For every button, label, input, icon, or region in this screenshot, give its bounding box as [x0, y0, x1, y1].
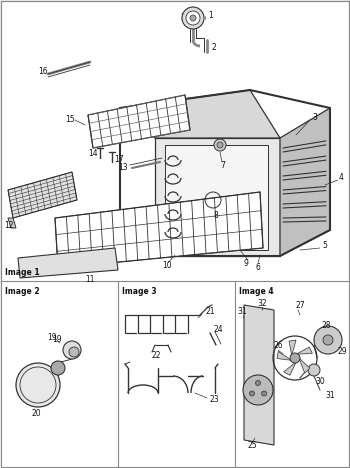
Text: 9: 9	[244, 258, 249, 268]
Polygon shape	[284, 362, 296, 375]
Text: 15: 15	[65, 115, 75, 124]
Polygon shape	[8, 172, 77, 218]
Circle shape	[182, 7, 204, 29]
Circle shape	[69, 347, 79, 357]
Text: 30: 30	[315, 376, 325, 386]
Text: 20: 20	[32, 409, 42, 417]
Text: 23: 23	[210, 395, 220, 404]
Text: 26: 26	[274, 342, 284, 351]
Polygon shape	[155, 138, 280, 256]
Text: 19: 19	[52, 336, 62, 344]
Text: 8: 8	[213, 211, 218, 219]
Polygon shape	[296, 347, 313, 354]
Text: 14: 14	[88, 148, 98, 158]
Text: Image 2: Image 2	[5, 287, 40, 296]
Circle shape	[290, 353, 300, 363]
Circle shape	[214, 139, 226, 151]
Polygon shape	[299, 358, 310, 373]
Circle shape	[190, 15, 196, 21]
Text: 12: 12	[4, 220, 14, 229]
Text: 17: 17	[114, 154, 124, 163]
Text: 25: 25	[247, 440, 257, 449]
Text: 19: 19	[47, 332, 57, 342]
Circle shape	[314, 326, 342, 354]
Text: 3: 3	[312, 114, 317, 123]
Text: Image 1: Image 1	[5, 268, 40, 277]
Circle shape	[261, 391, 267, 396]
Polygon shape	[8, 218, 16, 228]
Circle shape	[51, 361, 65, 375]
Text: 31: 31	[237, 307, 247, 316]
Circle shape	[256, 380, 260, 386]
Text: 28: 28	[322, 321, 331, 329]
Text: 5: 5	[322, 241, 327, 250]
Polygon shape	[120, 90, 280, 138]
Text: 6: 6	[255, 263, 260, 271]
Text: 16: 16	[38, 67, 48, 76]
Text: 13: 13	[118, 163, 128, 173]
Circle shape	[323, 335, 333, 345]
Bar	[1, 281, 118, 467]
Bar	[118, 281, 235, 467]
Circle shape	[250, 391, 254, 396]
Polygon shape	[55, 192, 263, 268]
Text: 10: 10	[162, 262, 172, 271]
Text: 21: 21	[205, 307, 215, 316]
Polygon shape	[289, 340, 296, 356]
Polygon shape	[88, 95, 190, 148]
Text: 31: 31	[325, 390, 335, 400]
Text: 24: 24	[214, 324, 224, 334]
Polygon shape	[244, 305, 274, 445]
Polygon shape	[18, 248, 118, 278]
Circle shape	[243, 375, 273, 405]
Text: 29: 29	[337, 348, 346, 357]
Text: 7: 7	[220, 161, 225, 169]
Polygon shape	[165, 145, 268, 250]
Circle shape	[186, 11, 200, 25]
Text: 32: 32	[257, 299, 267, 307]
Text: Image 3: Image 3	[122, 287, 157, 296]
Bar	[1, 1, 349, 282]
Text: 27: 27	[295, 300, 304, 309]
Text: 4: 4	[339, 174, 344, 183]
Text: 1: 1	[208, 12, 213, 21]
Text: Image 4: Image 4	[239, 287, 274, 296]
Text: 18: 18	[180, 13, 189, 22]
Text: 22: 22	[152, 351, 161, 359]
Text: 11: 11	[85, 275, 94, 284]
Circle shape	[63, 341, 81, 359]
Circle shape	[16, 363, 60, 407]
Circle shape	[217, 142, 223, 148]
Polygon shape	[277, 351, 292, 360]
Polygon shape	[280, 108, 330, 256]
Circle shape	[308, 364, 320, 376]
Text: 2: 2	[212, 43, 217, 51]
Bar	[235, 281, 349, 467]
